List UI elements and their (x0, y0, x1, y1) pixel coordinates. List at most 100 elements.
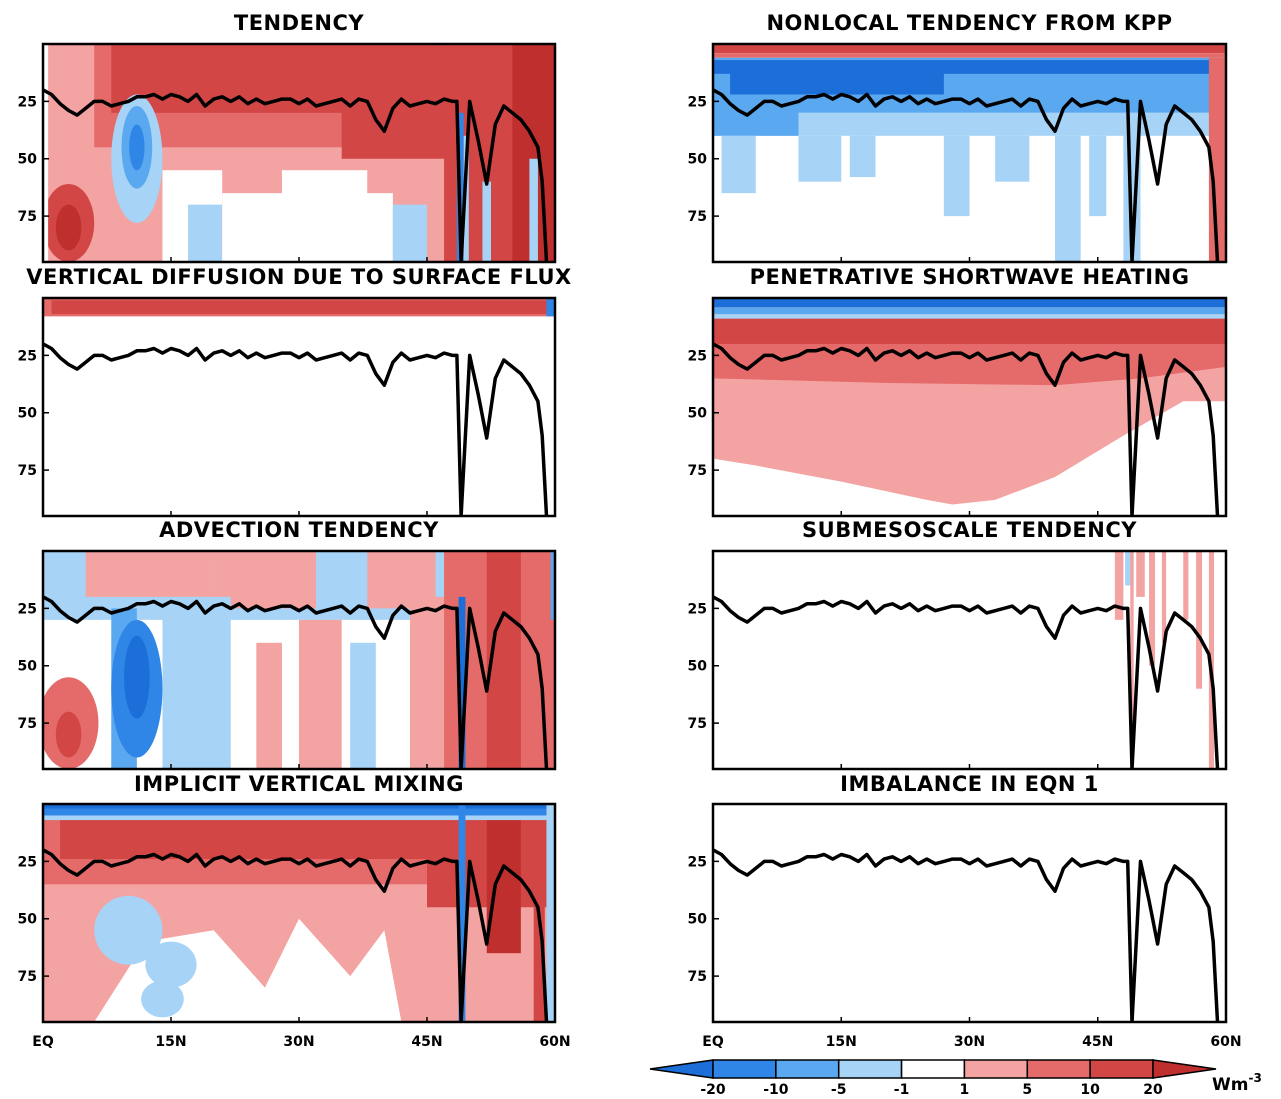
x-tick-label: 15N (155, 1034, 186, 1050)
contour-region (141, 980, 184, 1018)
contour-region (713, 53, 1226, 58)
y-tick-label: 75 (18, 969, 37, 985)
plot-background (43, 298, 555, 516)
mixed-layer-depth-line (43, 595, 549, 769)
x-tick-label: 30N (954, 1034, 985, 1050)
contour-region (299, 619, 342, 769)
colorbar: -20 -10 -5 -1 1 5 10 20 Wm-3 (649, 1059, 1262, 1098)
colorbar-unit-exponent: -3 (1248, 1071, 1261, 1085)
x-tick-label: 45N (411, 1034, 442, 1050)
contour-region (43, 815, 555, 821)
contour-fill (713, 298, 1226, 516)
y-tick-label: 75 (688, 463, 707, 479)
colorbar-tick-label: 10 (1080, 1082, 1100, 1098)
x-tick-label: 60N (539, 1034, 570, 1050)
colorbar-extend-high (1152, 1059, 1217, 1079)
contour-fill (43, 298, 555, 516)
contour-region (1136, 551, 1145, 597)
colorbar-tick-label: 1 (960, 1082, 970, 1098)
contour-region (849, 135, 876, 178)
y-tick-label: 25 (688, 601, 707, 617)
colorbar-tick-label: -1 (894, 1082, 910, 1098)
contour-region (1183, 551, 1189, 620)
y-tick-label: 25 (688, 94, 707, 110)
mixed-layer-depth-line (713, 342, 1220, 516)
y-tick-label: 75 (688, 209, 707, 225)
contour-region (1114, 551, 1124, 620)
contour-region (1196, 551, 1203, 689)
contour-region (713, 44, 1226, 54)
contour-region (392, 204, 427, 262)
mixed-layer-depth-line (713, 88, 1220, 262)
y-tick-label: 75 (18, 463, 37, 479)
mixed-layer-depth-line (43, 848, 549, 1022)
panel-title: PENETRATIVE SHORTWAVE HEATING (750, 265, 1190, 289)
contour-region (51, 300, 547, 315)
x-tick-label: 60N (1210, 1034, 1241, 1050)
contour-region (713, 314, 1226, 319)
y-tick-label: 50 (688, 152, 708, 168)
mixed-layer-depth-line (43, 342, 549, 516)
y-tick-label: 75 (18, 209, 37, 225)
contour-region (721, 135, 756, 194)
colorbar-unit: Wm-3 (1212, 1071, 1262, 1095)
colorbar-tick-label: 20 (1143, 1082, 1163, 1098)
contour-region (350, 642, 376, 769)
contour-region (713, 60, 1226, 74)
contour-region (1149, 551, 1156, 666)
y-tick-label: 25 (18, 94, 37, 110)
mixed-layer-depth-line (713, 595, 1220, 769)
y-tick-label: 25 (688, 348, 707, 364)
mixed-layer-depth-line (43, 88, 549, 262)
contour-region (463, 135, 469, 262)
contour-region (546, 298, 555, 317)
contour-region (55, 204, 82, 251)
contour-region (730, 71, 944, 95)
x-tick-label: 30N (283, 1034, 314, 1050)
contour-region (1161, 551, 1167, 643)
contour-region (486, 815, 521, 954)
x-tick-label: 15N (826, 1034, 857, 1050)
x-tick-label: EQ (702, 1034, 724, 1050)
y-tick-label: 50 (18, 912, 38, 928)
contour-region (43, 804, 555, 816)
panel-title: SUBMESOSCALE TENDENCY (802, 518, 1137, 542)
colorbar-extend-low (649, 1059, 714, 1079)
contour-fill (713, 44, 1226, 262)
colorbar-bin (775, 1059, 840, 1079)
contour-region (458, 804, 466, 1022)
x-tick-label: EQ (32, 1034, 54, 1050)
y-tick-label: 25 (688, 854, 707, 870)
panel-implicit: IMPLICIT VERTICAL MIXING 25 50 75 EQ 15N 30N 45… (18, 772, 571, 1050)
contour-region (124, 635, 150, 719)
colorbar-bin (712, 1059, 777, 1079)
y-tick-label: 50 (18, 406, 38, 422)
colorbar-bin (900, 1059, 966, 1079)
contour-region (129, 124, 145, 171)
y-tick-label: 50 (688, 406, 708, 422)
panel-title: NONLOCAL TENDENCY FROM KPP (766, 11, 1172, 35)
y-tick-label: 50 (18, 659, 38, 675)
contour-region (1208, 551, 1215, 769)
panel-title: VERTICAL DIFFUSION DUE TO SURFACE FLUX (26, 265, 571, 289)
contour-region (713, 307, 1226, 315)
contour-region (1055, 135, 1081, 262)
x-tick-label: 45N (1082, 1034, 1113, 1050)
contour-region (458, 596, 466, 769)
panel-shortwave: PENETRATIVE SHORTWAVE HEATING 25 50 75 (688, 265, 1228, 518)
contour-region (162, 596, 231, 769)
y-tick-label: 50 (688, 659, 708, 675)
contour-region (550, 551, 555, 620)
contour-fill (43, 551, 555, 769)
contour-fill (43, 44, 555, 262)
panel-surface: VERTICAL DIFFUSION DUE TO SURFACE FLUX 25… (18, 265, 571, 518)
panel-title: IMPLICIT VERTICAL MIXING (134, 772, 464, 796)
panel-title: ADVECTION TENDENCY (159, 518, 439, 542)
panel-nonlocal: NONLOCAL TENDENCY FROM KPP 25 50 75 (688, 11, 1228, 264)
contour-region (94, 895, 163, 965)
contour-region (281, 170, 368, 217)
contour-region (85, 551, 214, 597)
panel-advection: ADVECTION TENDENCY 25 50 75 (18, 518, 557, 771)
